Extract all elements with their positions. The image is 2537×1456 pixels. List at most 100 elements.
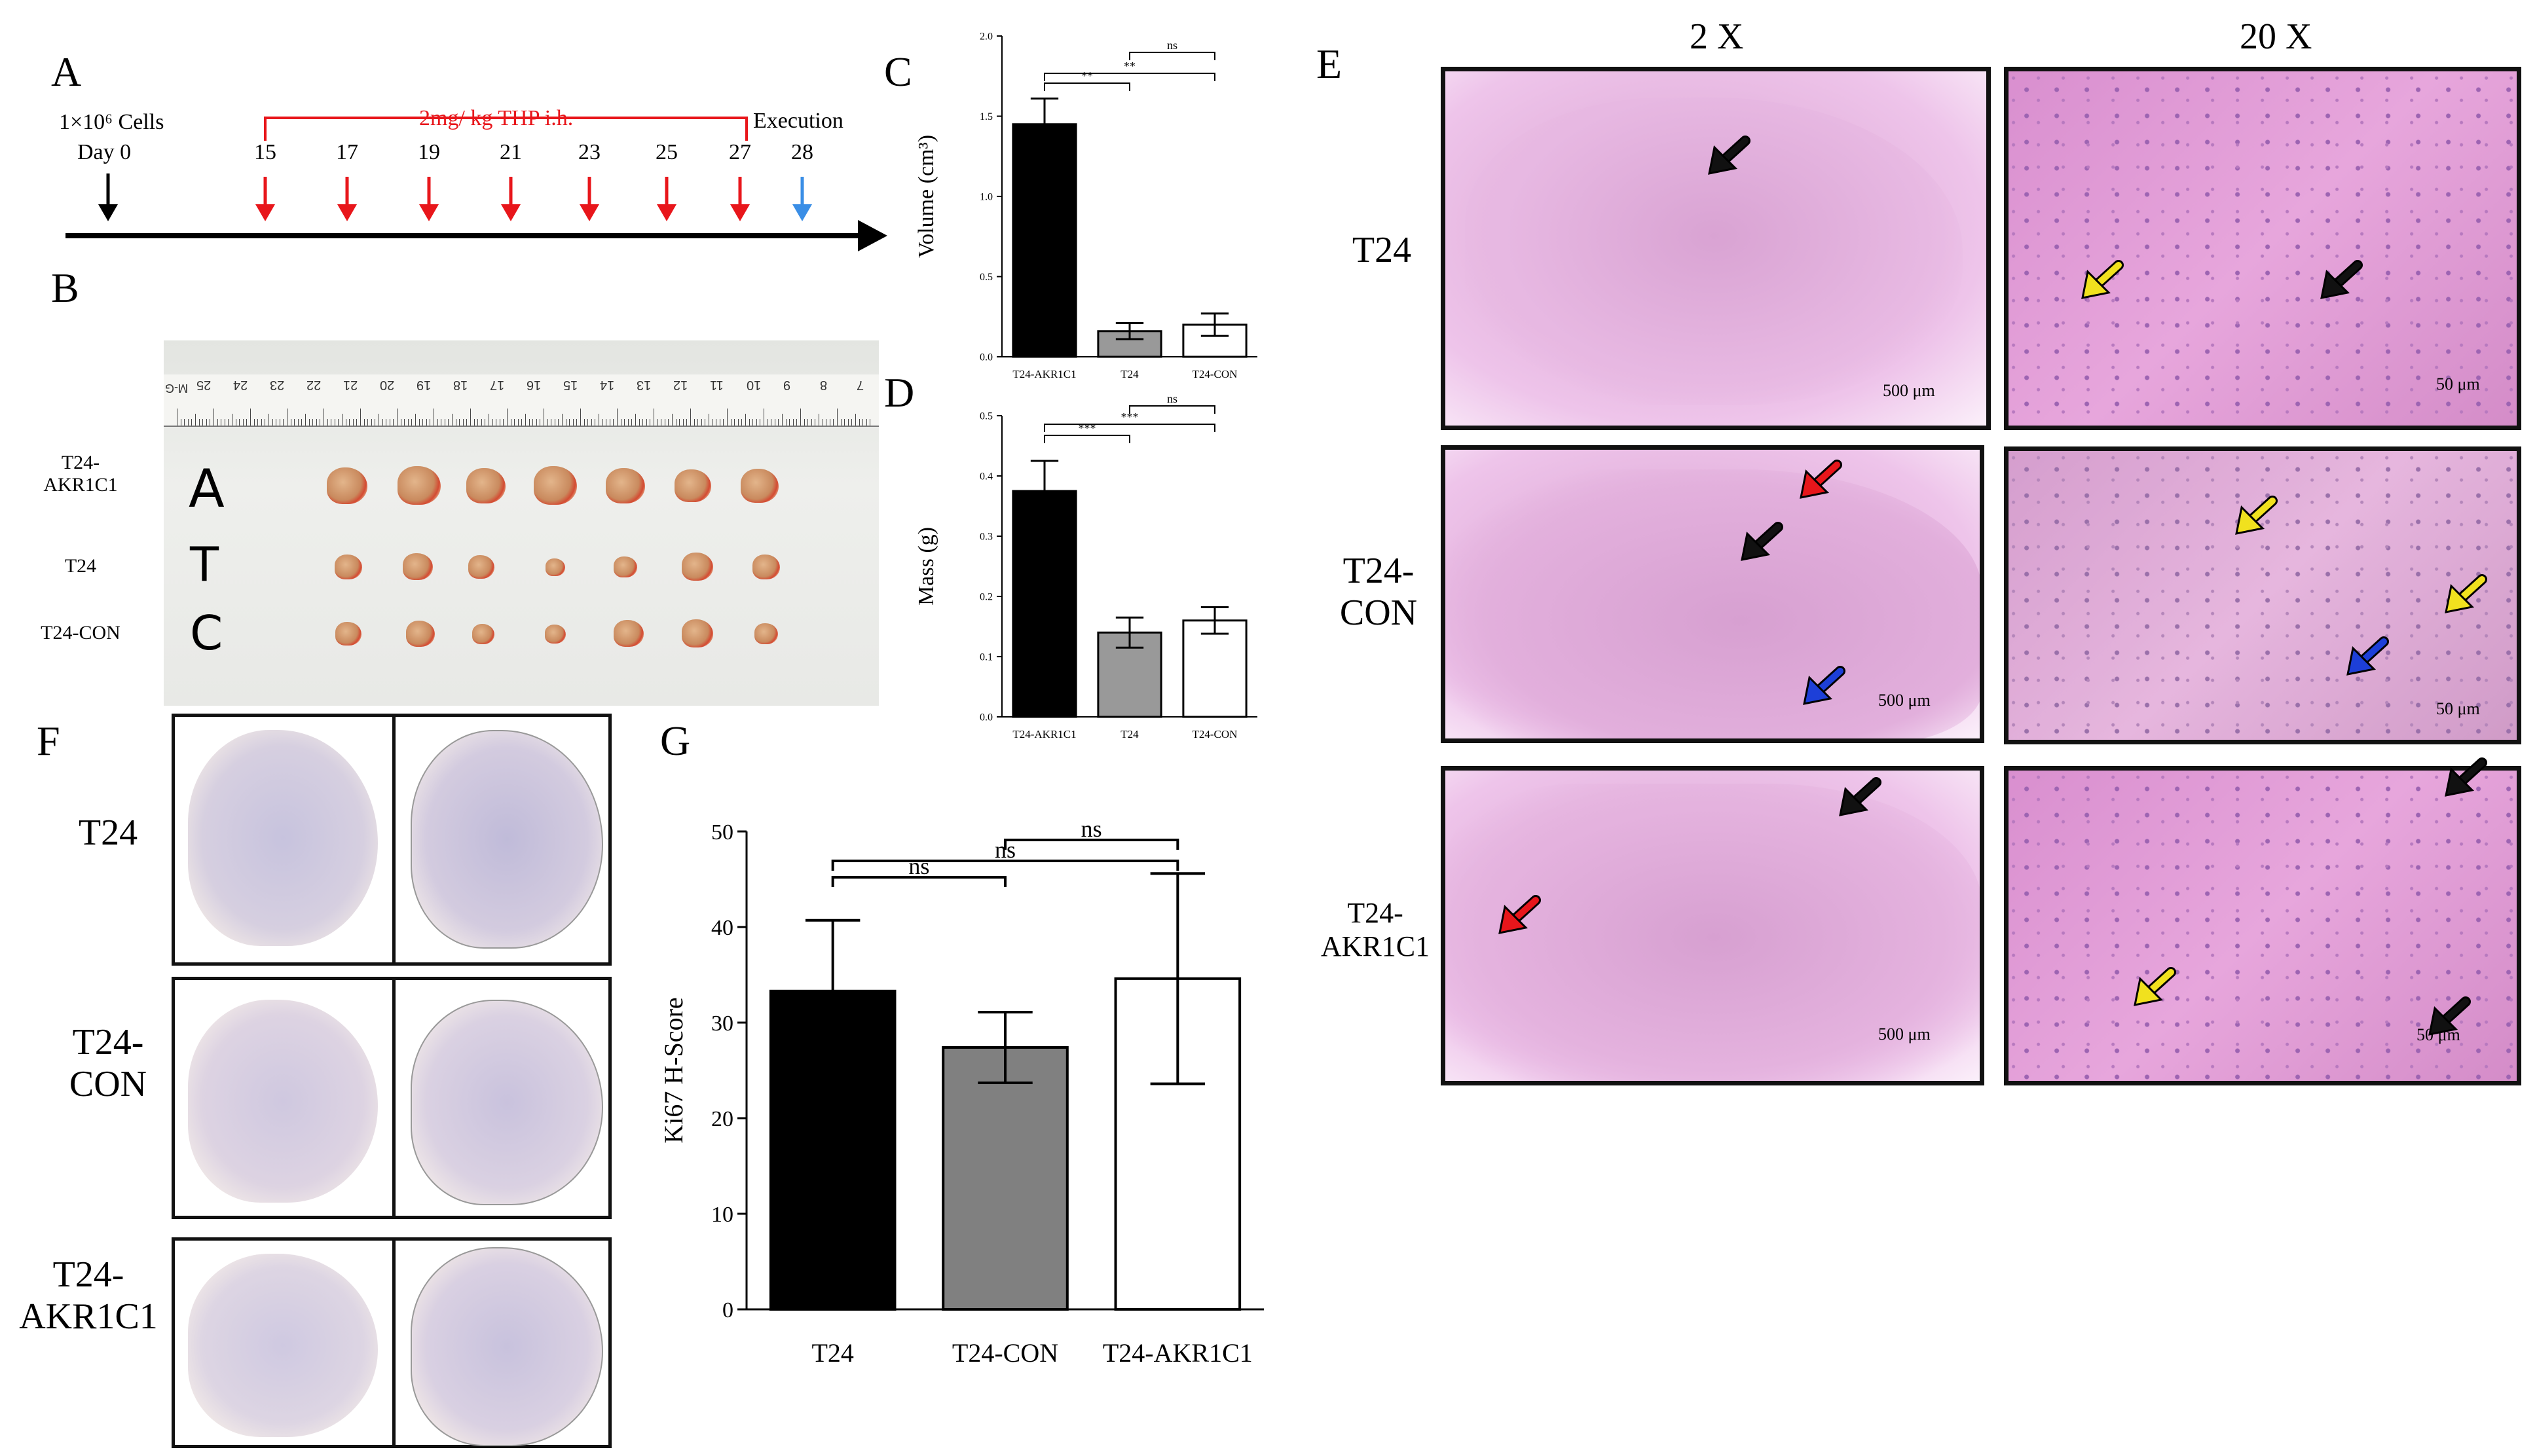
ruler-tick: [837, 409, 838, 426]
mass-chart: 0.0 0.1 0.2 0.3 0.4 0.5 Mass (g) T24-AKR1C1 T24 T…: [914, 393, 1257, 740]
scale-bar-low-t24: 500 μm: [1883, 381, 1935, 400]
tumor-specimen: [754, 623, 778, 645]
ruler-tick: [756, 419, 757, 426]
ruler-tick: [558, 419, 559, 426]
ruler-tick: [811, 419, 812, 426]
ruler-tick: [470, 409, 471, 426]
ki67-chart: 0 10 20 30 40 50 Ki67 H-Score T24 T24-CON T24-AKR…: [659, 816, 1264, 1368]
ruler-tick: [569, 419, 570, 426]
ruler-tick: [627, 419, 629, 426]
ruler-tick: [587, 419, 589, 426]
y-tick-label: 40: [711, 916, 733, 940]
y-tick-label: 30: [711, 1011, 733, 1036]
ruler-tick: [327, 419, 328, 426]
scale-bar-low-con: 500 μm: [1878, 691, 1931, 710]
y-axis-label: Ki67 H-Score: [659, 997, 688, 1143]
ruler-tick: [473, 419, 475, 426]
yellow-arrow: [2134, 967, 2176, 1006]
category-label: T24-AKR1C1: [1012, 728, 1076, 740]
significance-label: ns: [1081, 816, 1102, 842]
ruler-tick: [602, 419, 603, 426]
ruler-tick: [536, 419, 537, 426]
blue-arrow: [2346, 636, 2389, 676]
y-tick-label: 0: [722, 1298, 733, 1322]
significance-label: ns: [1167, 393, 1177, 405]
tumor-specimen: [606, 468, 645, 503]
tumor-specimen: [682, 619, 713, 648]
black-arrow: [2445, 757, 2487, 797]
tumor-specimen: [406, 621, 435, 647]
tumor-specimen: [545, 625, 566, 644]
day-label: 27: [729, 140, 751, 164]
ruler-tick: [525, 414, 526, 426]
ruler: M-G 25 24 23 22 21 20 19 18 17 16 15 14 13 12 11 10 9 8 7: [164, 374, 879, 427]
ruler-tick: [752, 419, 754, 426]
category-label: T24-AKR1C1: [1012, 368, 1076, 380]
y-tick-label: 1.5: [980, 111, 993, 122]
ruler-tick: [246, 419, 248, 426]
ruler-tick: [734, 419, 735, 426]
he-row-label-akr1c1: T24- AKR1C1: [1320, 897, 1430, 962]
ruler-tick: [682, 419, 684, 426]
ruler-tick: [859, 419, 860, 426]
tumor-specimen: [403, 553, 433, 581]
ruler-tick: [741, 419, 743, 426]
tumor-specimen: [335, 555, 362, 579]
ruler-tick: [393, 419, 394, 426]
ruler-tick: [737, 419, 739, 426]
ruler-tick: [503, 419, 504, 426]
significance-label: ns: [1167, 39, 1177, 52]
ruler-tick: [631, 419, 633, 426]
ruler-tick: [528, 419, 530, 426]
ruler-tick: [646, 419, 647, 426]
ruler-tick: [481, 419, 482, 426]
significance-label: **: [1124, 60, 1136, 73]
he-con-20x: [2004, 446, 2521, 744]
ruler-tick: [349, 419, 350, 426]
panel-label-c: C: [884, 48, 912, 95]
he-akr1c1-2x: [1441, 766, 1984, 1085]
red-arrow: [1498, 895, 1541, 934]
panel-label-f: F: [37, 718, 60, 764]
significance-bracket: ns: [1129, 393, 1215, 414]
ruler-tick: [363, 419, 365, 426]
photo-row-label-t24: T24: [64, 555, 97, 577]
tumor-photo: M-G 25 24 23 22 21 20 19 18 17 16 15 14 13 12 11 10 9 8 7 …: [164, 340, 879, 706]
ruler-tick: [679, 419, 680, 426]
day0-label: Day 0: [77, 140, 132, 164]
ruler-tick: [844, 419, 845, 426]
ruler-tick: [507, 409, 508, 426]
ruler-tick: [580, 409, 581, 426]
ruler-tick: [213, 409, 214, 426]
tumor-specimen: [468, 555, 494, 579]
day-label: 15: [254, 140, 276, 164]
ruler-tick: [283, 419, 284, 426]
ruler-tick: [847, 419, 849, 426]
category-label: T24-CON: [1193, 728, 1238, 740]
ruler-tick: [466, 419, 468, 426]
y-tick-label: 0.2: [980, 592, 993, 603]
yellow-arrow: [2235, 496, 2278, 535]
day-label: 21: [500, 140, 522, 164]
ruler-tick: [672, 414, 673, 426]
ihc-akr1c1-panel: [172, 1237, 612, 1448]
execution-label: Execution: [753, 109, 843, 133]
ruler-tick: [239, 419, 240, 426]
ruler-tick: [792, 419, 794, 426]
ruler-tick: [517, 419, 519, 426]
ruler-tick: [642, 419, 644, 426]
ruler-tick: [686, 419, 688, 426]
panel-label-d: D: [884, 369, 915, 416]
y-tick-label: 10: [711, 1203, 733, 1227]
he-row-label-con: T24- CON: [1339, 551, 1418, 634]
ruler-tick: [697, 419, 699, 426]
he-col-label-2x: 2 X: [1690, 16, 1744, 57]
photo-row-label-akr1c1: T24- AKR1C1: [43, 452, 118, 496]
day-label: 28: [791, 140, 813, 164]
ruler-tick: [411, 419, 413, 426]
ruler-tick: [191, 419, 193, 426]
photo-row-label-con: T24-CON: [41, 622, 120, 644]
tumor-specimen: [614, 556, 637, 578]
y-tick-label: 0.0: [980, 712, 993, 723]
y-tick-label: 1.0: [980, 192, 993, 203]
